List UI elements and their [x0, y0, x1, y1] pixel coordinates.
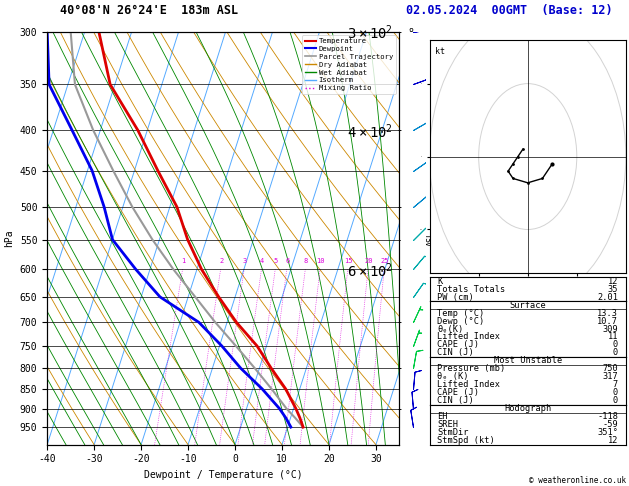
Text: 10: 10 [316, 258, 325, 263]
Text: 40°08'N 26°24'E  183m ASL: 40°08'N 26°24'E 183m ASL [60, 4, 238, 17]
Text: 351°: 351° [597, 428, 618, 437]
Text: -118: -118 [597, 412, 618, 421]
Text: Most Unstable: Most Unstable [494, 356, 562, 365]
Text: Temp (°C): Temp (°C) [437, 309, 485, 317]
Text: 13.3: 13.3 [597, 309, 618, 317]
Text: StmSpd (kt): StmSpd (kt) [437, 436, 495, 445]
Text: © weatheronline.co.uk: © weatheronline.co.uk [529, 476, 626, 485]
Text: 35: 35 [608, 285, 618, 294]
Text: 4: 4 [260, 258, 264, 263]
Text: 12: 12 [608, 436, 618, 445]
Text: PW (cm): PW (cm) [437, 293, 474, 302]
Text: CIN (J): CIN (J) [437, 348, 474, 357]
Text: CAPE (J): CAPE (J) [437, 388, 479, 398]
Text: StmDir: StmDir [437, 428, 469, 437]
Text: -59: -59 [602, 420, 618, 429]
Text: CIN (J): CIN (J) [437, 396, 474, 405]
Y-axis label: km
ASL: km ASL [416, 231, 436, 245]
Text: θₑ(K): θₑ(K) [437, 325, 464, 333]
Text: Dewp (°C): Dewp (°C) [437, 316, 485, 326]
Text: 7: 7 [613, 381, 618, 389]
Text: Surface: Surface [509, 300, 546, 310]
Text: Pressure (mb): Pressure (mb) [437, 364, 506, 373]
Text: SREH: SREH [437, 420, 459, 429]
Text: kt: kt [435, 47, 445, 56]
Text: 750: 750 [602, 364, 618, 373]
Text: 10.7: 10.7 [597, 316, 618, 326]
Text: 02.05.2024  00GMT  (Base: 12): 02.05.2024 00GMT (Base: 12) [406, 4, 612, 17]
Text: EH: EH [437, 412, 448, 421]
Text: 317: 317 [602, 372, 618, 382]
X-axis label: Dewpoint / Temperature (°C): Dewpoint / Temperature (°C) [144, 470, 303, 480]
Text: 2.01: 2.01 [597, 293, 618, 302]
Text: Lifted Index: Lifted Index [437, 332, 501, 342]
Text: 0: 0 [613, 388, 618, 398]
Text: 11: 11 [608, 332, 618, 342]
Text: CAPE (J): CAPE (J) [437, 341, 479, 349]
Text: 0: 0 [613, 348, 618, 357]
Text: Hodograph: Hodograph [504, 404, 552, 413]
Text: 0: 0 [613, 341, 618, 349]
Y-axis label: hPa: hPa [4, 229, 14, 247]
Text: 309: 309 [602, 325, 618, 333]
Text: 25: 25 [381, 258, 389, 263]
Text: 12: 12 [608, 277, 618, 286]
Text: 20: 20 [364, 258, 373, 263]
Text: θₑ (K): θₑ (K) [437, 372, 469, 382]
Text: 1: 1 [181, 258, 186, 263]
Text: 15: 15 [344, 258, 353, 263]
Text: 2: 2 [220, 258, 223, 263]
Text: 8: 8 [304, 258, 308, 263]
Text: Totals Totals: Totals Totals [437, 285, 506, 294]
Legend: Temperature, Dewpoint, Parcel Trajectory, Dry Adiabat, Wet Adiabat, Isotherm, Mi: Temperature, Dewpoint, Parcel Trajectory… [302, 35, 396, 94]
Text: K: K [437, 277, 443, 286]
Text: 5: 5 [274, 258, 278, 263]
Text: Lifted Index: Lifted Index [437, 381, 501, 389]
Text: 6: 6 [286, 258, 289, 263]
Text: 0: 0 [613, 396, 618, 405]
Text: 3: 3 [243, 258, 247, 263]
